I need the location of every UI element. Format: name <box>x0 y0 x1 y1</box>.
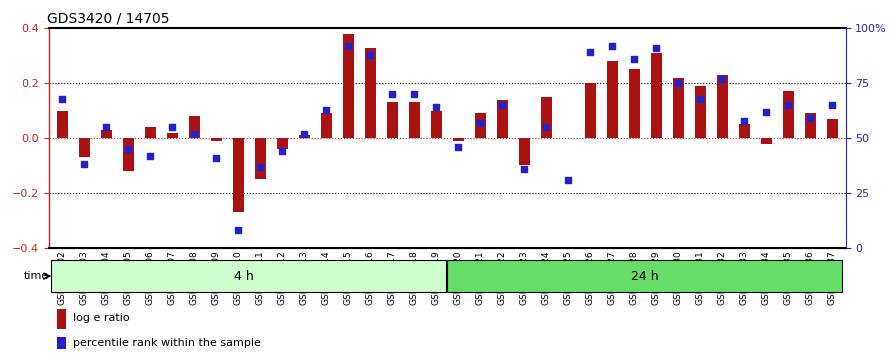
Point <box>473 120 488 126</box>
Bar <box>695 86 706 138</box>
Bar <box>431 110 441 138</box>
Point <box>385 91 400 97</box>
Bar <box>651 53 662 138</box>
Bar <box>585 83 595 138</box>
Point <box>55 96 69 101</box>
Point <box>320 107 334 112</box>
Bar <box>409 102 420 138</box>
Point <box>77 161 92 167</box>
Bar <box>343 34 353 138</box>
Point <box>451 144 465 150</box>
Point <box>429 104 443 110</box>
Point <box>187 131 201 137</box>
Bar <box>189 116 199 138</box>
Point <box>803 115 817 121</box>
Bar <box>299 135 310 138</box>
Bar <box>761 138 772 144</box>
Point <box>517 166 531 172</box>
Bar <box>783 91 794 138</box>
Point <box>165 124 179 130</box>
Point <box>209 155 223 161</box>
Bar <box>519 138 530 166</box>
Bar <box>805 113 816 138</box>
Bar <box>474 113 486 138</box>
Point <box>231 227 246 233</box>
Bar <box>232 138 244 212</box>
Point <box>671 80 685 86</box>
Point <box>297 131 311 137</box>
Bar <box>255 138 266 179</box>
Bar <box>277 138 287 149</box>
Point <box>275 148 289 154</box>
Point <box>495 102 509 108</box>
Point <box>407 91 421 97</box>
Point <box>605 43 619 49</box>
Bar <box>387 102 398 138</box>
Bar <box>166 133 178 138</box>
Bar <box>145 127 156 138</box>
Bar <box>101 130 111 138</box>
Point <box>716 76 730 82</box>
Bar <box>78 138 90 157</box>
Point <box>583 50 597 55</box>
Bar <box>607 61 618 138</box>
Bar <box>57 337 67 349</box>
Bar <box>365 47 376 138</box>
Point <box>825 102 839 108</box>
Bar <box>123 138 134 171</box>
Point <box>737 118 751 123</box>
Point <box>341 43 355 49</box>
Bar <box>211 138 222 141</box>
Bar <box>57 110 68 138</box>
Point <box>693 96 708 101</box>
Point <box>759 109 773 115</box>
Bar <box>57 309 67 329</box>
Point <box>781 102 796 108</box>
Bar <box>497 100 507 138</box>
Bar <box>628 69 640 138</box>
Point <box>143 153 158 159</box>
Point <box>649 45 663 51</box>
Point <box>539 124 554 130</box>
Point <box>561 177 575 183</box>
Bar <box>541 97 552 138</box>
Point <box>627 56 642 62</box>
Bar <box>320 113 332 138</box>
Bar <box>827 119 837 138</box>
Bar <box>453 138 464 141</box>
Point <box>363 52 377 57</box>
Text: 4 h: 4 h <box>234 270 254 282</box>
Text: 24 h: 24 h <box>631 270 659 282</box>
Point <box>99 124 113 130</box>
Text: percentile rank within the sample: percentile rank within the sample <box>73 338 261 348</box>
Text: GDS3420 / 14705: GDS3420 / 14705 <box>47 12 170 26</box>
Point <box>253 164 267 170</box>
Point <box>121 146 135 152</box>
FancyBboxPatch shape <box>448 260 842 292</box>
Text: time: time <box>23 271 49 281</box>
FancyBboxPatch shape <box>51 260 446 292</box>
Bar <box>739 124 749 138</box>
Bar <box>673 78 684 138</box>
Bar <box>716 75 728 138</box>
Text: log e ratio: log e ratio <box>73 313 129 323</box>
